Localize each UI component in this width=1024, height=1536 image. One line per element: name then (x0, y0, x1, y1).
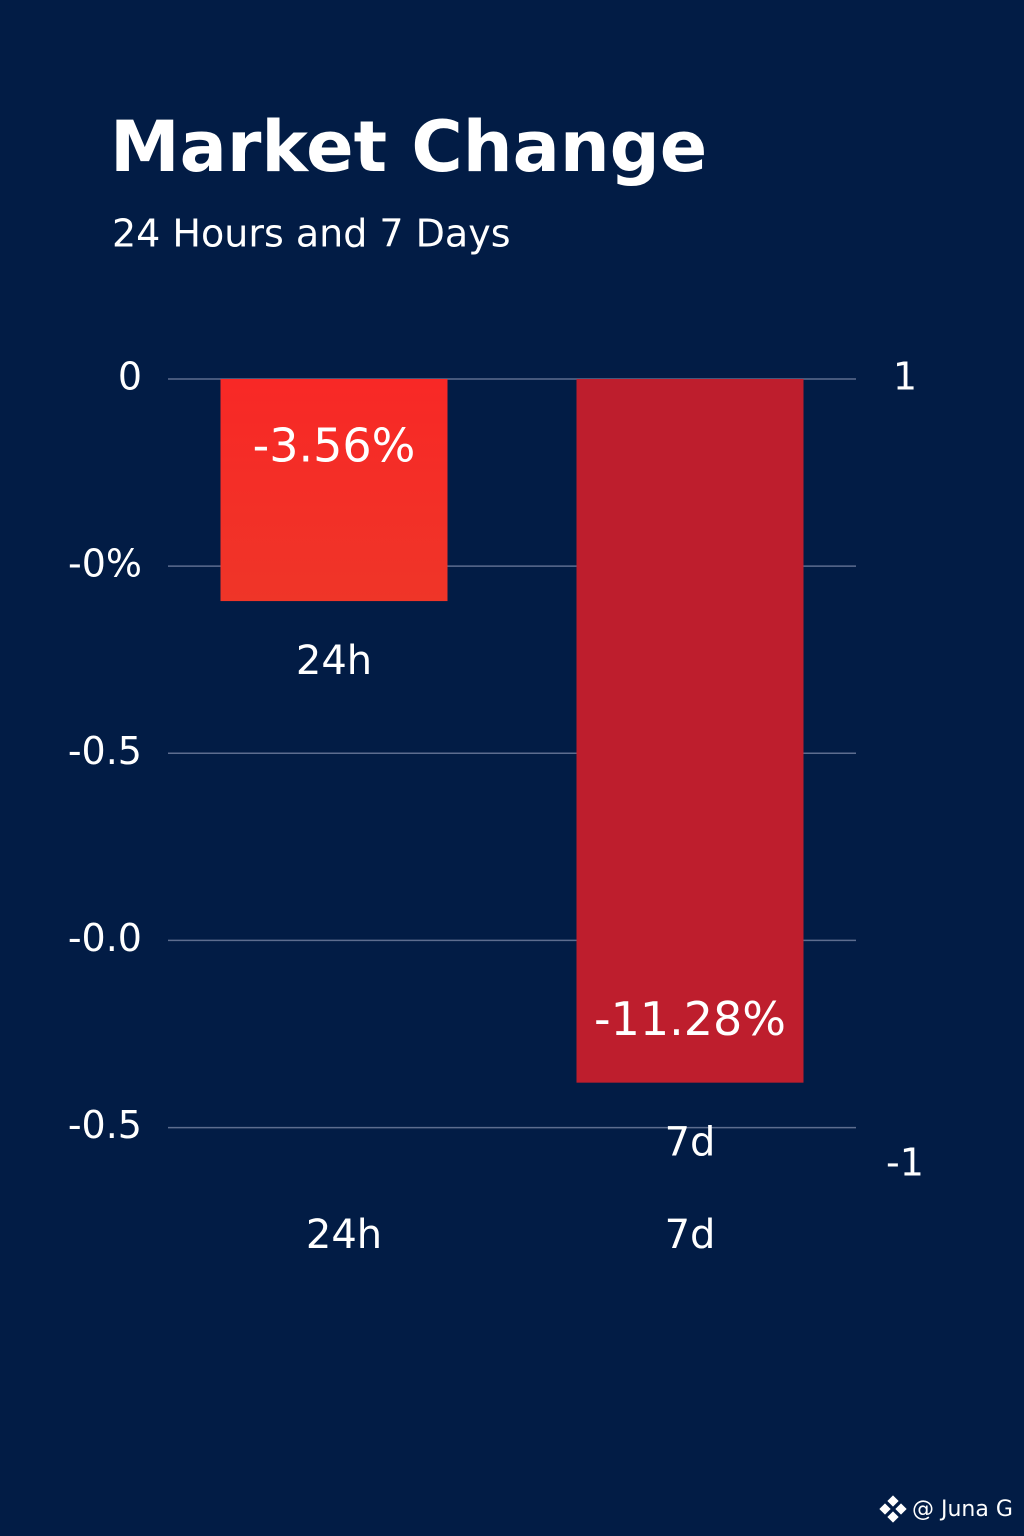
y-tick-label: 0 (118, 355, 142, 399)
bar (576, 379, 804, 1083)
value-label: -11.28% (594, 992, 786, 1046)
chart-subtitle: 24 Hours and 7 Days (112, 212, 511, 256)
y-tick-label: -0.0 (68, 916, 142, 960)
y2-tick-label: 1 (893, 355, 917, 399)
footer: @ Juna G (912, 1497, 1013, 1522)
value-label: -3.56% (253, 419, 416, 473)
y-tick-label: -0.5 (68, 729, 142, 773)
footer-icon (879, 1495, 907, 1523)
x-tick-label: 24h (306, 1212, 382, 1258)
x-tick-label: 7d (665, 1212, 716, 1258)
bar (220, 379, 448, 602)
chart-title: Market Change (110, 106, 707, 188)
bar-category-label: 7d (665, 1120, 716, 1166)
bar-category-label: 24h (296, 638, 372, 684)
y-tick-label: -0.5 (68, 1103, 142, 1147)
y-tick-label: -0% (68, 542, 142, 586)
y2-tick-label: -1 (886, 1141, 924, 1185)
